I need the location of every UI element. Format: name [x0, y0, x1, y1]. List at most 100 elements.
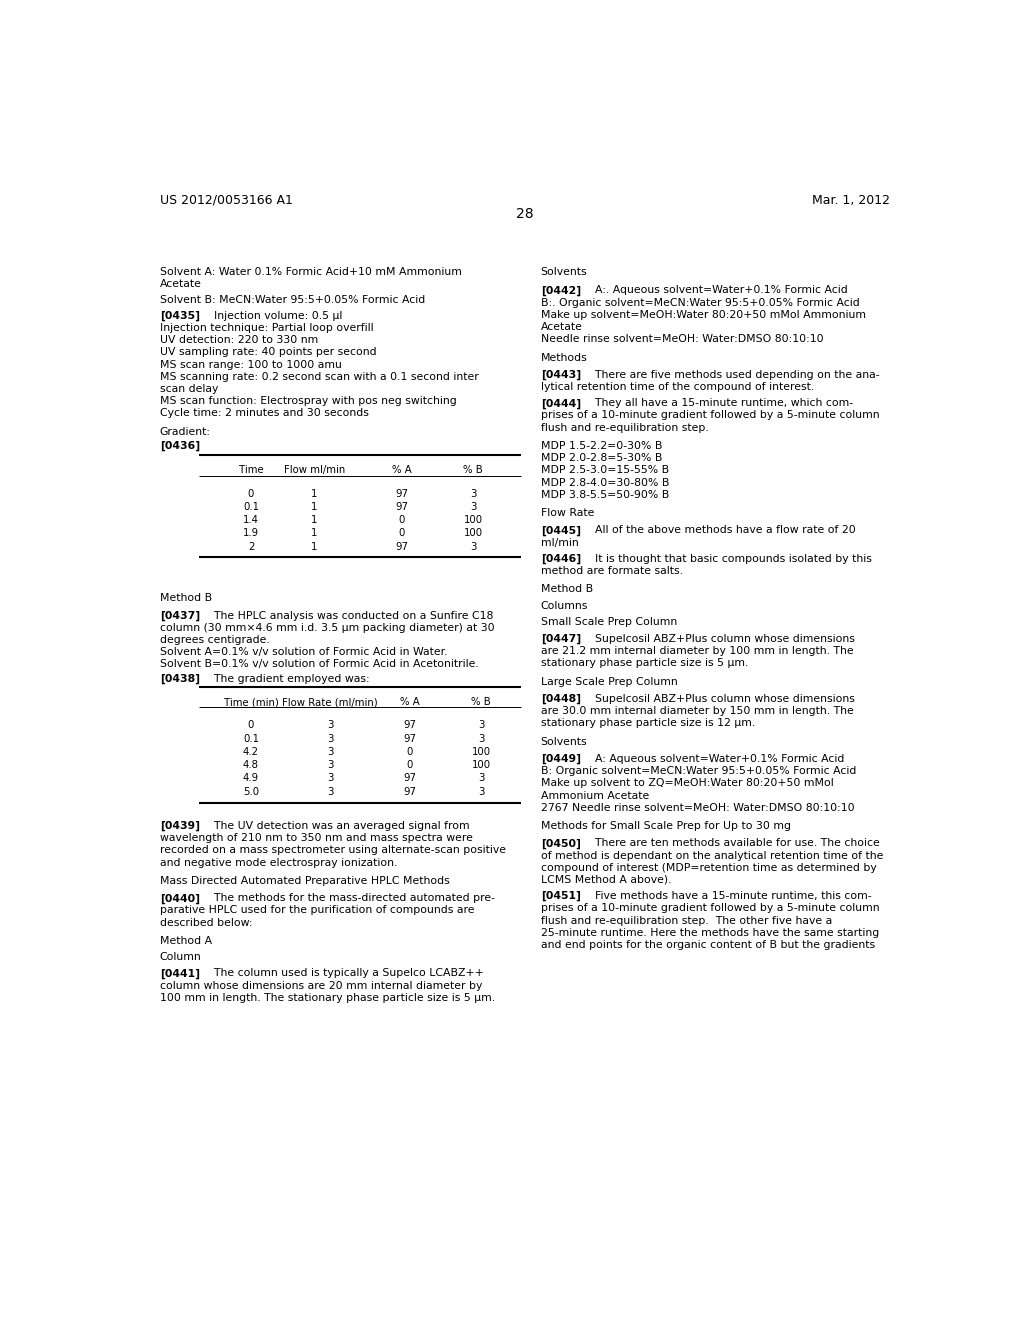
- Text: Flow Rate: Flow Rate: [541, 508, 594, 517]
- Text: UV detection: 220 to 330 nm: UV detection: 220 to 330 nm: [160, 335, 318, 346]
- Text: All of the above methods have a flow rate of 20: All of the above methods have a flow rat…: [581, 525, 855, 536]
- Text: 100: 100: [472, 760, 490, 770]
- Text: scan delay: scan delay: [160, 384, 218, 395]
- Text: lytical retention time of the compound of interest.: lytical retention time of the compound o…: [541, 381, 814, 392]
- Text: Solvent B=0.1% v/v solution of Formic Acid in Acetonitrile.: Solvent B=0.1% v/v solution of Formic Ac…: [160, 660, 478, 669]
- Text: 2: 2: [248, 541, 254, 552]
- Text: Column: Column: [160, 952, 202, 962]
- Text: column (30 mm×4.6 mm i.d. 3.5 μm packing diameter) at 30: column (30 mm×4.6 mm i.d. 3.5 μm packing…: [160, 623, 495, 632]
- Text: Solvents: Solvents: [541, 737, 588, 747]
- Text: 3: 3: [478, 787, 484, 796]
- Text: ml/min: ml/min: [541, 537, 579, 548]
- Text: The UV detection was an averaged signal from: The UV detection was an averaged signal …: [200, 821, 469, 832]
- Text: Gradient:: Gradient:: [160, 426, 211, 437]
- Text: [0441]: [0441]: [160, 969, 200, 978]
- Text: UV sampling rate: 40 points per second: UV sampling rate: 40 points per second: [160, 347, 377, 358]
- Text: 0.1: 0.1: [243, 502, 259, 512]
- Text: MS scan range: 100 to 1000 amu: MS scan range: 100 to 1000 amu: [160, 359, 342, 370]
- Text: Method B: Method B: [160, 594, 212, 603]
- Text: 3: 3: [478, 774, 484, 783]
- Text: MDP 2.0-2.8=5-30% B: MDP 2.0-2.8=5-30% B: [541, 453, 663, 463]
- Text: MS scanning rate: 0.2 second scan with a 0.1 second inter: MS scanning rate: 0.2 second scan with a…: [160, 372, 478, 381]
- Text: 3: 3: [328, 760, 334, 770]
- Text: Solvent B: MeCN:Water 95:5+0.05% Formic Acid: Solvent B: MeCN:Water 95:5+0.05% Formic …: [160, 294, 425, 305]
- Text: 3: 3: [328, 787, 334, 796]
- Text: prises of a 10-minute gradient followed by a 5-minute column: prises of a 10-minute gradient followed …: [541, 411, 880, 421]
- Text: 100: 100: [464, 515, 482, 525]
- Text: parative HPLC used for the purification of compounds are: parative HPLC used for the purification …: [160, 906, 474, 916]
- Text: 97: 97: [395, 502, 409, 512]
- Text: % A: % A: [392, 466, 412, 475]
- Text: US 2012/0053166 A1: US 2012/0053166 A1: [160, 194, 293, 207]
- Text: of method is dependant on the analytical retention time of the: of method is dependant on the analytical…: [541, 850, 883, 861]
- Text: and negative mode electrospray ionization.: and negative mode electrospray ionizatio…: [160, 858, 397, 867]
- Text: % B: % B: [463, 466, 483, 475]
- Text: 3: 3: [328, 747, 334, 756]
- Text: 0: 0: [407, 747, 413, 756]
- Text: 0: 0: [248, 721, 254, 730]
- Text: [0435]: [0435]: [160, 312, 200, 321]
- Text: 100: 100: [464, 528, 482, 539]
- Text: Supelcosil ABZ+Plus column whose dimensions: Supelcosil ABZ+Plus column whose dimensi…: [581, 694, 855, 704]
- Text: compound of interest (MDP=retention time as determined by: compound of interest (MDP=retention time…: [541, 863, 877, 873]
- Text: 3: 3: [470, 502, 476, 512]
- Text: 0: 0: [407, 760, 413, 770]
- Text: are 21.2 mm internal diameter by 100 mm in length. The: are 21.2 mm internal diameter by 100 mm …: [541, 647, 853, 656]
- Text: [0450]: [0450]: [541, 838, 581, 849]
- Text: The column used is typically a Supelco LCABZ++: The column used is typically a Supelco L…: [200, 969, 483, 978]
- Text: described below:: described below:: [160, 917, 252, 928]
- Text: % B: % B: [471, 697, 492, 708]
- Text: 100: 100: [472, 747, 490, 756]
- Text: [0443]: [0443]: [541, 370, 581, 380]
- Text: LCMS Method A above).: LCMS Method A above).: [541, 875, 671, 884]
- Text: 4.9: 4.9: [243, 774, 259, 783]
- Text: [0449]: [0449]: [541, 754, 581, 764]
- Text: Method B: Method B: [541, 585, 593, 594]
- Text: Cycle time: 2 minutes and 30 seconds: Cycle time: 2 minutes and 30 seconds: [160, 408, 369, 418]
- Text: 1: 1: [311, 528, 317, 539]
- Text: Mass Directed Automated Preparative HPLC Methods: Mass Directed Automated Preparative HPLC…: [160, 876, 450, 886]
- Text: 4.2: 4.2: [243, 747, 259, 756]
- Text: 3: 3: [478, 734, 484, 743]
- Text: [0444]: [0444]: [541, 399, 581, 408]
- Text: Methods for Small Scale Prep for Up to 30 mg: Methods for Small Scale Prep for Up to 3…: [541, 821, 791, 832]
- Text: MDP 3.8-5.5=50-90% B: MDP 3.8-5.5=50-90% B: [541, 490, 669, 500]
- Text: Acetate: Acetate: [541, 322, 583, 333]
- Text: 1: 1: [311, 541, 317, 552]
- Text: 0.1: 0.1: [243, 734, 259, 743]
- Text: Method A: Method A: [160, 936, 212, 946]
- Text: The HPLC analysis was conducted on a Sunfire C18: The HPLC analysis was conducted on a Sun…: [200, 611, 494, 620]
- Text: The methods for the mass-directed automated pre-: The methods for the mass-directed automa…: [200, 894, 495, 903]
- Text: % A: % A: [400, 697, 420, 708]
- Text: 0: 0: [398, 515, 404, 525]
- Text: 3: 3: [470, 541, 476, 552]
- Text: Columns: Columns: [541, 601, 588, 611]
- Text: 97: 97: [403, 734, 416, 743]
- Text: Supelcosil ABZ+Plus column whose dimensions: Supelcosil ABZ+Plus column whose dimensi…: [581, 634, 855, 644]
- Text: and end points for the organic content of B but the gradients: and end points for the organic content o…: [541, 940, 874, 950]
- Text: flush and re-equilibration step.  The other five have a: flush and re-equilibration step. The oth…: [541, 916, 831, 925]
- Text: stationary phase particle size is 12 μm.: stationary phase particle size is 12 μm.: [541, 718, 755, 729]
- Text: [0442]: [0442]: [541, 285, 581, 296]
- Text: Injection volume: 0.5 μl: Injection volume: 0.5 μl: [200, 312, 342, 321]
- Text: A: Aqueous solvent=Water+0.1% Formic Acid: A: Aqueous solvent=Water+0.1% Formic Aci…: [581, 754, 844, 764]
- Text: 3: 3: [328, 721, 334, 730]
- Text: [0440]: [0440]: [160, 894, 200, 903]
- Text: 1: 1: [311, 502, 317, 512]
- Text: recorded on a mass spectrometer using alternate-scan positive: recorded on a mass spectrometer using al…: [160, 846, 506, 855]
- Text: degrees centigrade.: degrees centigrade.: [160, 635, 269, 645]
- Text: B:. Organic solvent=MeCN:Water 95:5+0.05% Formic Acid: B:. Organic solvent=MeCN:Water 95:5+0.05…: [541, 297, 859, 308]
- Text: [0438]: [0438]: [160, 673, 200, 684]
- Text: [0437]: [0437]: [160, 611, 200, 620]
- Text: [0446]: [0446]: [541, 554, 581, 564]
- Text: Time (min): Time (min): [223, 697, 279, 708]
- Text: 97: 97: [403, 774, 416, 783]
- Text: prises of a 10-minute gradient followed by a 5-minute column: prises of a 10-minute gradient followed …: [541, 903, 880, 913]
- Text: 3: 3: [328, 734, 334, 743]
- Text: stationary phase particle size is 5 μm.: stationary phase particle size is 5 μm.: [541, 659, 749, 668]
- Text: 97: 97: [403, 721, 416, 730]
- Text: There are ten methods available for use. The choice: There are ten methods available for use.…: [581, 838, 880, 849]
- Text: 100 mm in length. The stationary phase particle size is 5 μm.: 100 mm in length. The stationary phase p…: [160, 993, 495, 1003]
- Text: are 30.0 mm internal diameter by 150 mm in length. The: are 30.0 mm internal diameter by 150 mm …: [541, 706, 853, 717]
- Text: column whose dimensions are 20 mm internal diameter by: column whose dimensions are 20 mm intern…: [160, 981, 482, 991]
